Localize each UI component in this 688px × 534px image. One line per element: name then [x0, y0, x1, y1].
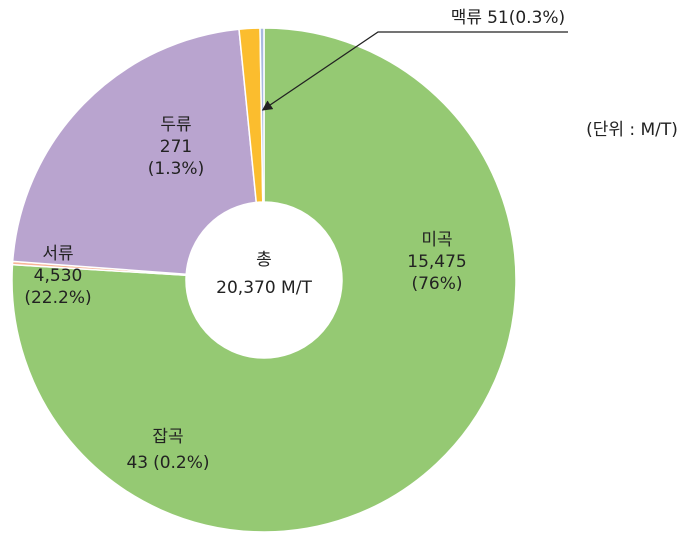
center-title: 총	[256, 250, 272, 270]
percent-label: (22.2%)	[24, 288, 91, 308]
percent-label: (1.3%)	[148, 159, 204, 179]
slice-label: 잡곡	[152, 427, 183, 447]
value-label: 15,475	[407, 252, 466, 272]
percent: (0.2%)	[153, 453, 209, 473]
unit-label: (단위 : M/T)	[586, 120, 678, 140]
pie-slice	[11, 27, 517, 533]
slice-label: 두류	[160, 115, 191, 135]
callout-line	[261, 31, 568, 111]
slice-label: 서류	[42, 244, 73, 264]
callout-label: 맥류 51(0.3%)	[451, 8, 565, 28]
percent: (0.3%)	[509, 8, 565, 28]
value-label: 4,530	[34, 266, 83, 286]
value-label: 271	[160, 137, 192, 157]
percent-label: (76%)	[411, 274, 462, 294]
slice-label: 미곡	[421, 230, 452, 250]
value: 43	[126, 453, 148, 473]
pie-slice	[11, 28, 258, 276]
pie-slice	[259, 27, 265, 203]
name: 맥류	[451, 8, 482, 28]
value-label: 43 (0.2%)	[126, 453, 209, 473]
center-label: 20,370 M/T	[216, 278, 312, 298]
value: 51	[487, 8, 509, 28]
